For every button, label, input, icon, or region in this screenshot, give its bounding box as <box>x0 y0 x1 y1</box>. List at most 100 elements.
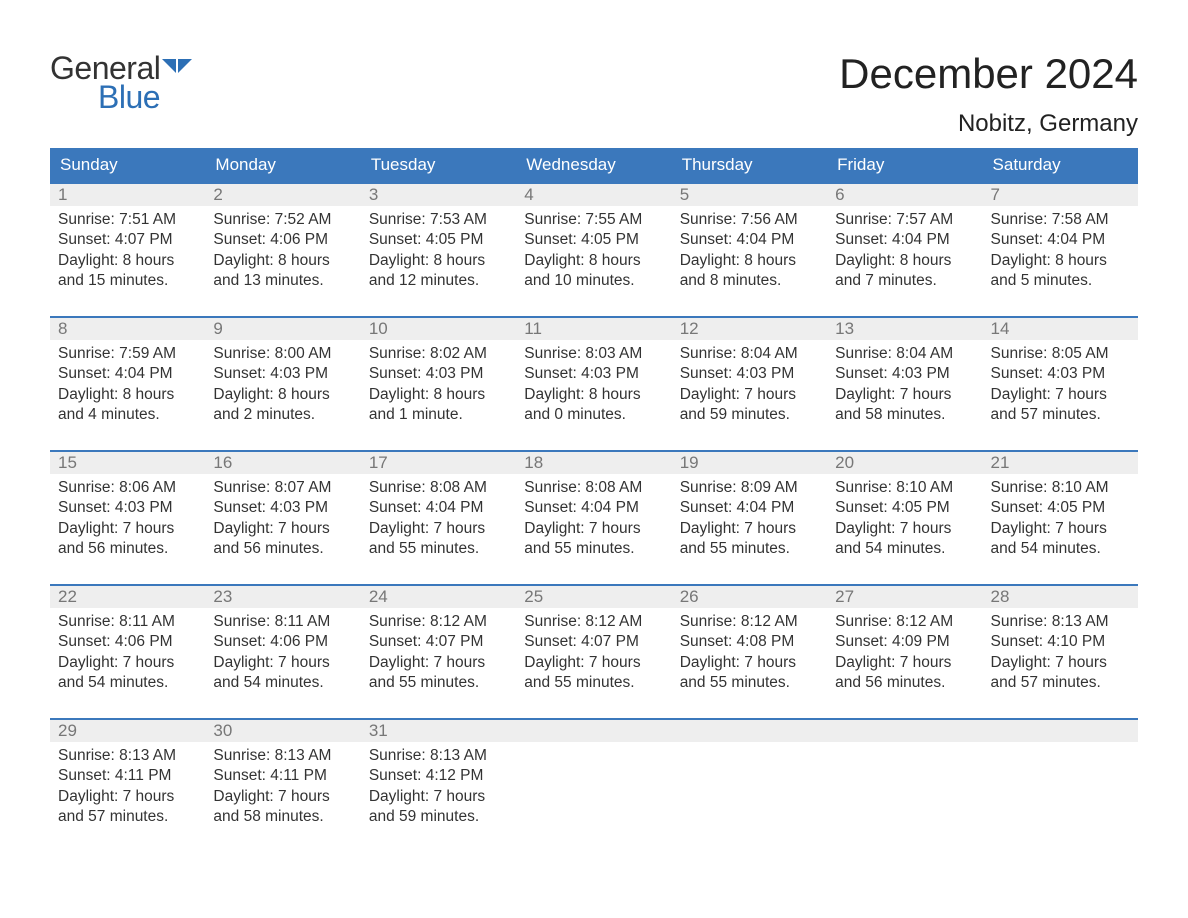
daylight-line: Daylight: 8 hours and 1 minute. <box>369 385 508 426</box>
sunset-line: Sunset: 4:09 PM <box>835 632 974 652</box>
day-cell: 3Sunrise: 7:53 AMSunset: 4:05 PMDaylight… <box>361 184 516 294</box>
day-number-row: 9 <box>205 318 360 340</box>
day-body: Sunrise: 8:13 AMSunset: 4:11 PMDaylight:… <box>205 742 360 828</box>
day-cell: 22Sunrise: 8:11 AMSunset: 4:06 PMDayligh… <box>50 586 205 696</box>
day-number: 21 <box>991 453 1010 472</box>
daylight-line: Daylight: 7 hours and 58 minutes. <box>835 385 974 426</box>
daylight-line: Daylight: 7 hours and 57 minutes. <box>991 385 1130 426</box>
day-number-row: 26 <box>672 586 827 608</box>
day-body: Sunrise: 8:05 AMSunset: 4:03 PMDaylight:… <box>983 340 1138 426</box>
sunset-line: Sunset: 4:08 PM <box>680 632 819 652</box>
day-cell: 14Sunrise: 8:05 AMSunset: 4:03 PMDayligh… <box>983 318 1138 428</box>
day-body: Sunrise: 8:03 AMSunset: 4:03 PMDaylight:… <box>516 340 671 426</box>
day-body: Sunrise: 8:09 AMSunset: 4:04 PMDaylight:… <box>672 474 827 560</box>
sunrise-line: Sunrise: 8:05 AM <box>991 344 1130 364</box>
day-cell: 4Sunrise: 7:55 AMSunset: 4:05 PMDaylight… <box>516 184 671 294</box>
sunset-line: Sunset: 4:05 PM <box>369 230 508 250</box>
daylight-line: Daylight: 8 hours and 4 minutes. <box>58 385 197 426</box>
day-number: 4 <box>524 185 533 204</box>
sunset-line: Sunset: 4:03 PM <box>213 364 352 384</box>
day-cell: 8Sunrise: 7:59 AMSunset: 4:04 PMDaylight… <box>50 318 205 428</box>
day-number: 22 <box>58 587 77 606</box>
daylight-line: Daylight: 7 hours and 55 minutes. <box>680 653 819 694</box>
day-cell: 29Sunrise: 8:13 AMSunset: 4:11 PMDayligh… <box>50 720 205 830</box>
day-body: Sunrise: 7:57 AMSunset: 4:04 PMDaylight:… <box>827 206 982 292</box>
daylight-line: Daylight: 8 hours and 0 minutes. <box>524 385 663 426</box>
day-body: Sunrise: 8:02 AMSunset: 4:03 PMDaylight:… <box>361 340 516 426</box>
day-number: 16 <box>213 453 232 472</box>
calendar: SundayMondayTuesdayWednesdayThursdayFrid… <box>50 148 1138 830</box>
sunset-line: Sunset: 4:04 PM <box>991 230 1130 250</box>
sunrise-line: Sunrise: 7:57 AM <box>835 210 974 230</box>
sunrise-line: Sunrise: 8:12 AM <box>835 612 974 632</box>
day-number: 26 <box>680 587 699 606</box>
weekday-header-row: SundayMondayTuesdayWednesdayThursdayFrid… <box>50 148 1138 182</box>
day-number <box>524 721 529 740</box>
day-number-row: 17 <box>361 452 516 474</box>
day-number: 12 <box>680 319 699 338</box>
sunrise-line: Sunrise: 7:58 AM <box>991 210 1130 230</box>
day-cell: 11Sunrise: 8:03 AMSunset: 4:03 PMDayligh… <box>516 318 671 428</box>
daylight-line: Daylight: 7 hours and 54 minutes. <box>213 653 352 694</box>
day-body: Sunrise: 8:12 AMSunset: 4:07 PMDaylight:… <box>516 608 671 694</box>
day-number-row: 1 <box>50 184 205 206</box>
sunrise-line: Sunrise: 8:11 AM <box>213 612 352 632</box>
sunrise-line: Sunrise: 8:10 AM <box>835 478 974 498</box>
sunset-line: Sunset: 4:04 PM <box>369 498 508 518</box>
sunset-line: Sunset: 4:05 PM <box>835 498 974 518</box>
day-cell: 23Sunrise: 8:11 AMSunset: 4:06 PMDayligh… <box>205 586 360 696</box>
day-number-row <box>516 720 671 742</box>
daylight-line: Daylight: 7 hours and 54 minutes. <box>58 653 197 694</box>
logo-text-blue: Blue <box>98 79 192 116</box>
day-cell <box>516 720 671 830</box>
day-number-row: 28 <box>983 586 1138 608</box>
weekday-header-cell: Tuesday <box>361 148 516 182</box>
day-cell: 26Sunrise: 8:12 AMSunset: 4:08 PMDayligh… <box>672 586 827 696</box>
sunset-line: Sunset: 4:11 PM <box>58 766 197 786</box>
sunset-line: Sunset: 4:03 PM <box>524 364 663 384</box>
sunrise-line: Sunrise: 7:52 AM <box>213 210 352 230</box>
day-body: Sunrise: 8:00 AMSunset: 4:03 PMDaylight:… <box>205 340 360 426</box>
day-body: Sunrise: 8:12 AMSunset: 4:07 PMDaylight:… <box>361 608 516 694</box>
day-cell <box>672 720 827 830</box>
daylight-line: Daylight: 7 hours and 54 minutes. <box>991 519 1130 560</box>
day-number-row: 30 <box>205 720 360 742</box>
day-number: 19 <box>680 453 699 472</box>
day-number <box>991 721 996 740</box>
sunrise-line: Sunrise: 7:51 AM <box>58 210 197 230</box>
day-number: 3 <box>369 185 378 204</box>
sunset-line: Sunset: 4:04 PM <box>58 364 197 384</box>
daylight-line: Daylight: 7 hours and 58 minutes. <box>213 787 352 828</box>
day-number-row: 27 <box>827 586 982 608</box>
day-body: Sunrise: 8:08 AMSunset: 4:04 PMDaylight:… <box>516 474 671 560</box>
day-body: Sunrise: 8:13 AMSunset: 4:10 PMDaylight:… <box>983 608 1138 694</box>
day-number: 9 <box>213 319 222 338</box>
day-cell: 2Sunrise: 7:52 AMSunset: 4:06 PMDaylight… <box>205 184 360 294</box>
day-number-row: 4 <box>516 184 671 206</box>
sunrise-line: Sunrise: 8:08 AM <box>369 478 508 498</box>
weekday-header-cell: Friday <box>827 148 982 182</box>
sunset-line: Sunset: 4:06 PM <box>58 632 197 652</box>
day-cell: 1Sunrise: 7:51 AMSunset: 4:07 PMDaylight… <box>50 184 205 294</box>
day-number-row: 7 <box>983 184 1138 206</box>
day-cell: 28Sunrise: 8:13 AMSunset: 4:10 PMDayligh… <box>983 586 1138 696</box>
day-number-row: 18 <box>516 452 671 474</box>
day-body: Sunrise: 8:13 AMSunset: 4:12 PMDaylight:… <box>361 742 516 828</box>
daylight-line: Daylight: 8 hours and 8 minutes. <box>680 251 819 292</box>
day-cell: 15Sunrise: 8:06 AMSunset: 4:03 PMDayligh… <box>50 452 205 562</box>
day-number-row: 31 <box>361 720 516 742</box>
day-body: Sunrise: 7:59 AMSunset: 4:04 PMDaylight:… <box>50 340 205 426</box>
day-number: 13 <box>835 319 854 338</box>
sunset-line: Sunset: 4:04 PM <box>680 498 819 518</box>
day-number-row: 8 <box>50 318 205 340</box>
sunset-line: Sunset: 4:07 PM <box>524 632 663 652</box>
location-label: Nobitz, Germany <box>839 110 1138 138</box>
day-number-row: 3 <box>361 184 516 206</box>
day-cell: 20Sunrise: 8:10 AMSunset: 4:05 PMDayligh… <box>827 452 982 562</box>
day-cell <box>827 720 982 830</box>
day-number: 17 <box>369 453 388 472</box>
day-body <box>672 742 827 746</box>
day-body: Sunrise: 7:58 AMSunset: 4:04 PMDaylight:… <box>983 206 1138 292</box>
day-number-row: 5 <box>672 184 827 206</box>
day-number: 29 <box>58 721 77 740</box>
